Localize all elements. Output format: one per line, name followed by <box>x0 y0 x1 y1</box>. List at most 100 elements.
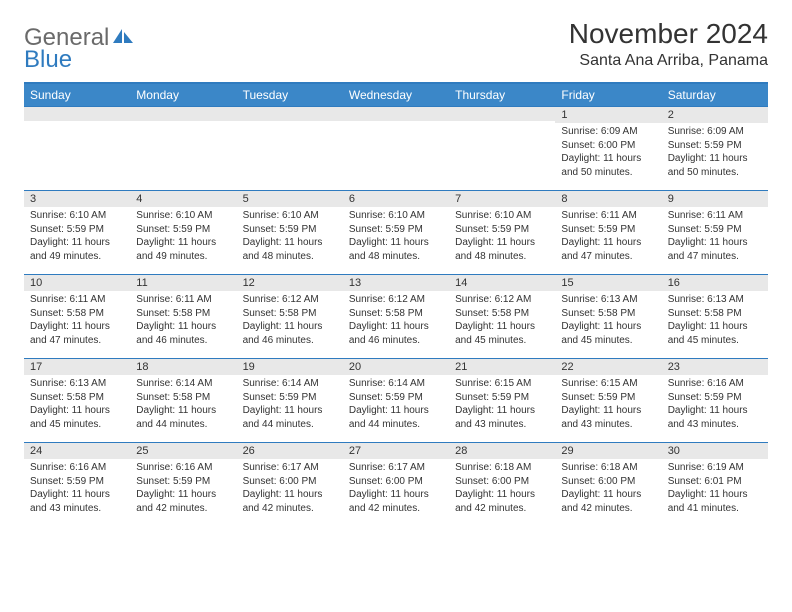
day-number: 23 <box>662 359 768 375</box>
day-number: 3 <box>24 191 130 207</box>
day-cell: 28Sunrise: 6:18 AMSunset: 6:00 PMDayligh… <box>449 443 555 527</box>
daylight-text: Daylight: 11 hours and 47 minutes. <box>30 320 124 347</box>
day-details <box>449 121 555 127</box>
day-details: Sunrise: 6:11 AMSunset: 5:59 PMDaylight:… <box>662 207 768 267</box>
day-details <box>237 121 343 127</box>
day-details: Sunrise: 6:17 AMSunset: 6:00 PMDaylight:… <box>343 459 449 519</box>
week-row: 3Sunrise: 6:10 AMSunset: 5:59 PMDaylight… <box>24 191 768 275</box>
day-details: Sunrise: 6:16 AMSunset: 5:59 PMDaylight:… <box>130 459 236 519</box>
day-cell: 27Sunrise: 6:17 AMSunset: 6:00 PMDayligh… <box>343 443 449 527</box>
sunset-text: Sunset: 5:58 PM <box>668 307 762 321</box>
daylight-text: Daylight: 11 hours and 42 minutes. <box>349 488 443 515</box>
sunset-text: Sunset: 5:58 PM <box>136 307 230 321</box>
week-row: 17Sunrise: 6:13 AMSunset: 5:58 PMDayligh… <box>24 359 768 443</box>
sunrise-text: Sunrise: 6:09 AM <box>561 125 655 139</box>
day-details: Sunrise: 6:17 AMSunset: 6:00 PMDaylight:… <box>237 459 343 519</box>
daylight-text: Daylight: 11 hours and 45 minutes. <box>455 320 549 347</box>
day-cell: 30Sunrise: 6:19 AMSunset: 6:01 PMDayligh… <box>662 443 768 527</box>
day-cell: 16Sunrise: 6:13 AMSunset: 5:58 PMDayligh… <box>662 275 768 359</box>
daylight-text: Daylight: 11 hours and 42 minutes. <box>243 488 337 515</box>
day-header-row: Sunday Monday Tuesday Wednesday Thursday… <box>24 83 768 107</box>
daylight-text: Daylight: 11 hours and 42 minutes. <box>455 488 549 515</box>
daylight-text: Daylight: 11 hours and 45 minutes. <box>668 320 762 347</box>
day-cell <box>237 107 343 191</box>
day-number: 1 <box>555 107 661 123</box>
day-number: 16 <box>662 275 768 291</box>
day-number: 26 <box>237 443 343 459</box>
day-details: Sunrise: 6:15 AMSunset: 5:59 PMDaylight:… <box>555 375 661 435</box>
daylight-text: Daylight: 11 hours and 43 minutes. <box>561 404 655 431</box>
day-number <box>130 107 236 121</box>
week-row: 24Sunrise: 6:16 AMSunset: 5:59 PMDayligh… <box>24 443 768 527</box>
day-details: Sunrise: 6:14 AMSunset: 5:58 PMDaylight:… <box>130 375 236 435</box>
day-details: Sunrise: 6:15 AMSunset: 5:59 PMDaylight:… <box>449 375 555 435</box>
day-details: Sunrise: 6:12 AMSunset: 5:58 PMDaylight:… <box>237 291 343 351</box>
day-number: 21 <box>449 359 555 375</box>
sunrise-text: Sunrise: 6:11 AM <box>668 209 762 223</box>
day-details: Sunrise: 6:09 AMSunset: 6:00 PMDaylight:… <box>555 123 661 183</box>
sunset-text: Sunset: 5:58 PM <box>30 391 124 405</box>
day-details: Sunrise: 6:11 AMSunset: 5:58 PMDaylight:… <box>130 291 236 351</box>
day-number: 30 <box>662 443 768 459</box>
sunset-text: Sunset: 5:59 PM <box>30 475 124 489</box>
sunset-text: Sunset: 5:58 PM <box>136 391 230 405</box>
sunrise-text: Sunrise: 6:15 AM <box>561 377 655 391</box>
day-details: Sunrise: 6:13 AMSunset: 5:58 PMDaylight:… <box>662 291 768 351</box>
day-details: Sunrise: 6:11 AMSunset: 5:59 PMDaylight:… <box>555 207 661 267</box>
sunset-text: Sunset: 5:59 PM <box>30 223 124 237</box>
day-cell: 23Sunrise: 6:16 AMSunset: 5:59 PMDayligh… <box>662 359 768 443</box>
week-row: 10Sunrise: 6:11 AMSunset: 5:58 PMDayligh… <box>24 275 768 359</box>
sunset-text: Sunset: 6:00 PM <box>561 139 655 153</box>
day-cell <box>449 107 555 191</box>
sunset-text: Sunset: 5:59 PM <box>455 223 549 237</box>
col-monday: Monday <box>130 83 236 107</box>
day-number: 28 <box>449 443 555 459</box>
daylight-text: Daylight: 11 hours and 44 minutes. <box>136 404 230 431</box>
sunset-text: Sunset: 5:59 PM <box>136 475 230 489</box>
day-cell: 24Sunrise: 6:16 AMSunset: 5:59 PMDayligh… <box>24 443 130 527</box>
sunset-text: Sunset: 5:59 PM <box>561 391 655 405</box>
sunset-text: Sunset: 6:01 PM <box>668 475 762 489</box>
sunset-text: Sunset: 6:00 PM <box>561 475 655 489</box>
sunrise-text: Sunrise: 6:18 AM <box>455 461 549 475</box>
day-cell: 3Sunrise: 6:10 AMSunset: 5:59 PMDaylight… <box>24 191 130 275</box>
day-details <box>130 121 236 127</box>
sunset-text: Sunset: 5:59 PM <box>668 139 762 153</box>
daylight-text: Daylight: 11 hours and 44 minutes. <box>349 404 443 431</box>
day-cell: 17Sunrise: 6:13 AMSunset: 5:58 PMDayligh… <box>24 359 130 443</box>
day-number: 25 <box>130 443 236 459</box>
day-cell: 14Sunrise: 6:12 AMSunset: 5:58 PMDayligh… <box>449 275 555 359</box>
daylight-text: Daylight: 11 hours and 46 minutes. <box>136 320 230 347</box>
day-number: 22 <box>555 359 661 375</box>
day-details: Sunrise: 6:09 AMSunset: 5:59 PMDaylight:… <box>662 123 768 183</box>
calendar-table: Sunday Monday Tuesday Wednesday Thursday… <box>24 82 768 527</box>
day-number: 2 <box>662 107 768 123</box>
sunrise-text: Sunrise: 6:16 AM <box>136 461 230 475</box>
sunset-text: Sunset: 5:59 PM <box>349 391 443 405</box>
day-details: Sunrise: 6:10 AMSunset: 5:59 PMDaylight:… <box>449 207 555 267</box>
day-number: 14 <box>449 275 555 291</box>
day-cell: 5Sunrise: 6:10 AMSunset: 5:59 PMDaylight… <box>237 191 343 275</box>
sunset-text: Sunset: 5:58 PM <box>243 307 337 321</box>
daylight-text: Daylight: 11 hours and 46 minutes. <box>243 320 337 347</box>
sunset-text: Sunset: 5:58 PM <box>349 307 443 321</box>
day-details: Sunrise: 6:12 AMSunset: 5:58 PMDaylight:… <box>449 291 555 351</box>
sunrise-text: Sunrise: 6:12 AM <box>243 293 337 307</box>
logo-word2-wrap: Blue <box>24 46 72 74</box>
day-number <box>24 107 130 121</box>
daylight-text: Daylight: 11 hours and 45 minutes. <box>561 320 655 347</box>
day-number: 9 <box>662 191 768 207</box>
sunrise-text: Sunrise: 6:10 AM <box>349 209 443 223</box>
sunrise-text: Sunrise: 6:11 AM <box>30 293 124 307</box>
day-details: Sunrise: 6:14 AMSunset: 5:59 PMDaylight:… <box>237 375 343 435</box>
daylight-text: Daylight: 11 hours and 46 minutes. <box>349 320 443 347</box>
sunrise-text: Sunrise: 6:10 AM <box>455 209 549 223</box>
col-thursday: Thursday <box>449 83 555 107</box>
day-number <box>237 107 343 121</box>
daylight-text: Daylight: 11 hours and 43 minutes. <box>30 488 124 515</box>
day-details: Sunrise: 6:19 AMSunset: 6:01 PMDaylight:… <box>662 459 768 519</box>
daylight-text: Daylight: 11 hours and 49 minutes. <box>136 236 230 263</box>
day-details <box>343 121 449 127</box>
day-number: 27 <box>343 443 449 459</box>
col-tuesday: Tuesday <box>237 83 343 107</box>
